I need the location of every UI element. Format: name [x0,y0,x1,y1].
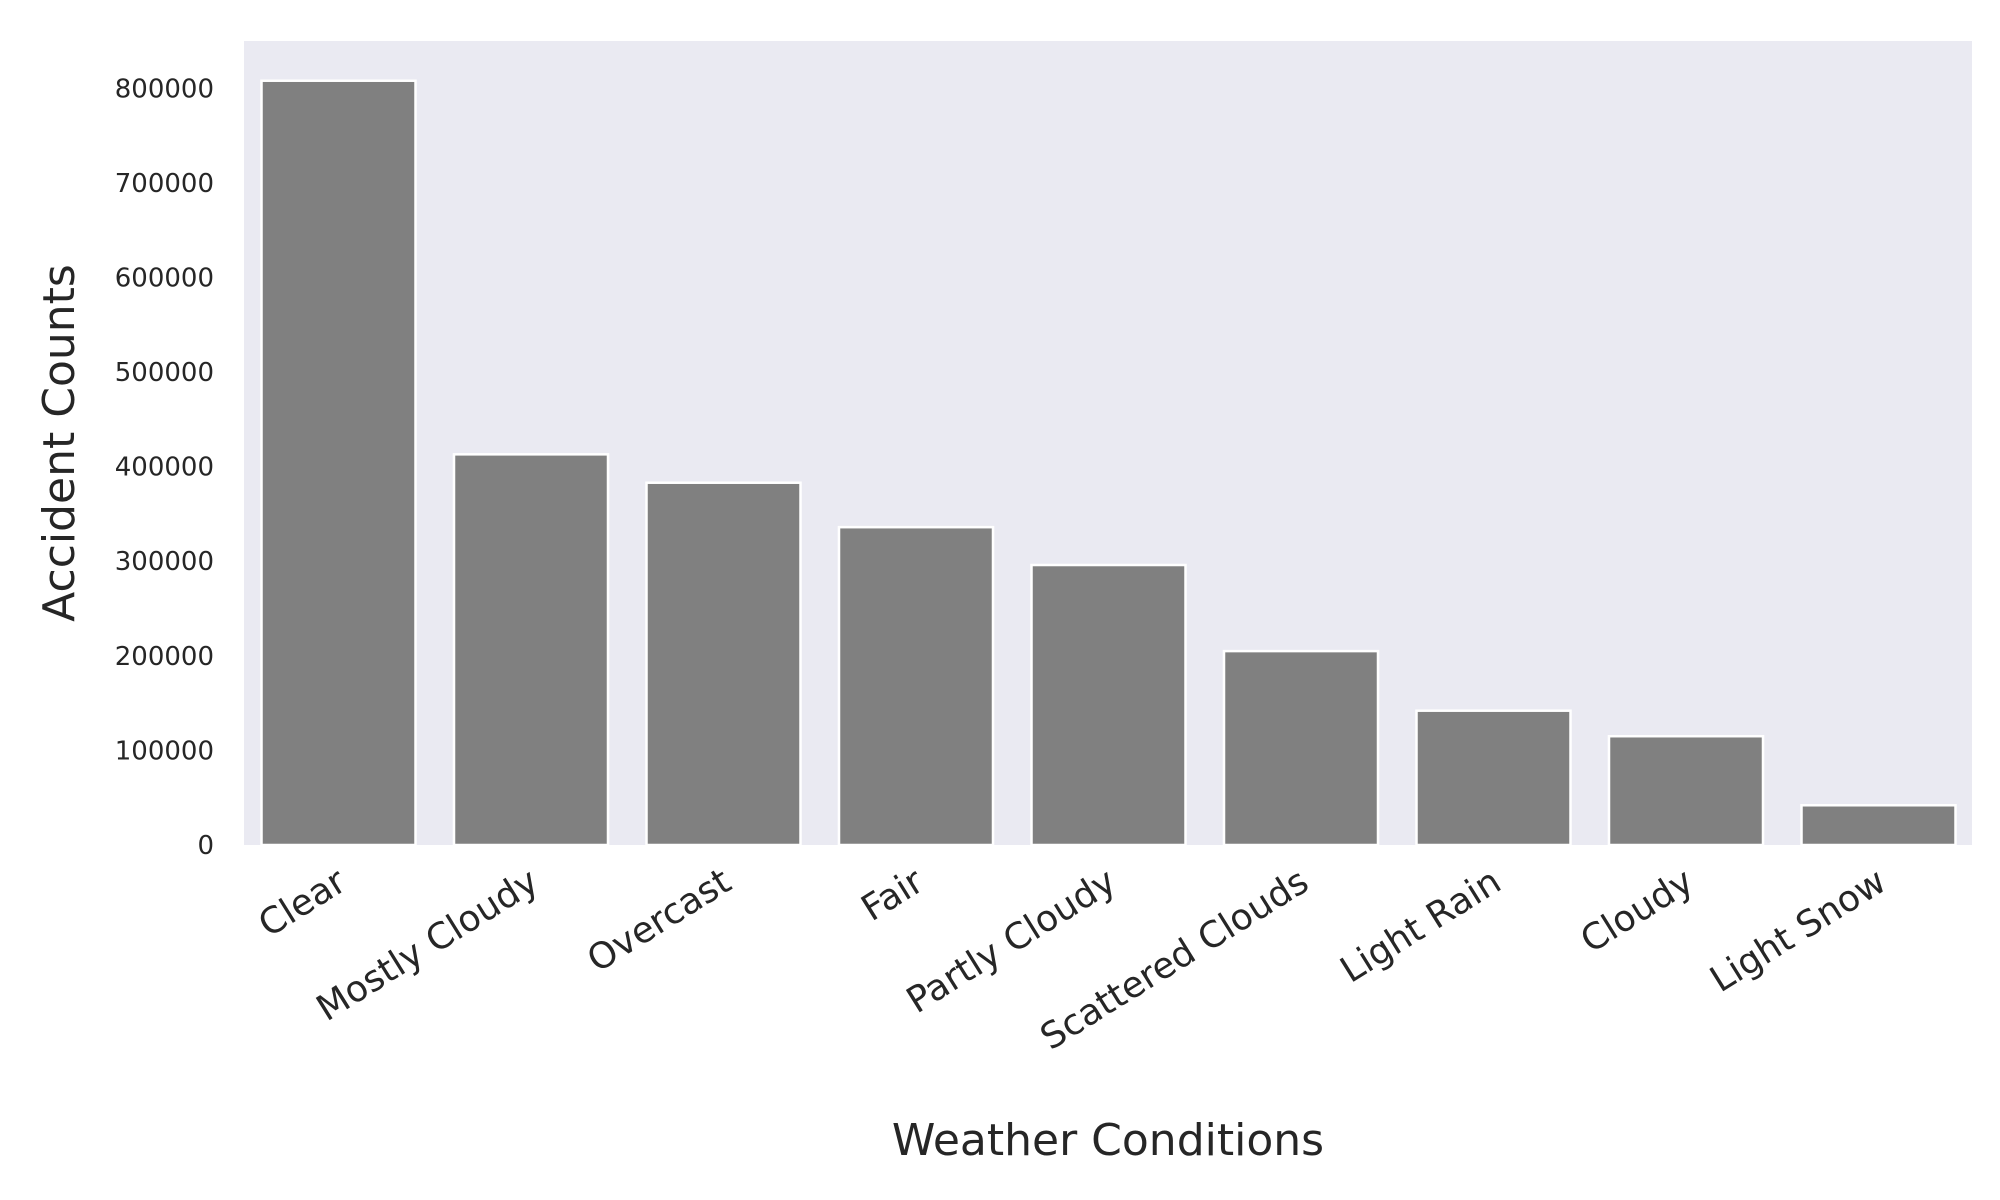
x-tick-label: Cloudy [1574,861,1701,962]
x-tick-label: Light Snow [1703,861,1893,1001]
x-tick-label: Fair [855,861,931,930]
bar-cloudy [1607,734,1765,847]
bar-overcast [645,481,802,847]
y-tick-label: 700000 [115,169,214,199]
x-tick-label: Light Rain [1334,861,1509,991]
bar-fair [837,525,995,847]
y-tick-label: 200000 [115,642,214,672]
bar-clear [260,79,417,847]
bars-group [260,79,1957,847]
bar-light-rain [1415,709,1572,847]
y-tick-label: 100000 [115,736,214,766]
x-axis-title: Weather Conditions [892,1115,1324,1166]
y-tick-label: 500000 [115,358,214,388]
y-tick-label: 300000 [115,547,214,577]
y-axis-ticks: 0 100000 200000 300000 400000 500000 600000 700… [115,74,214,861]
bar-light-snow [1800,804,1957,847]
y-tick-label: 0 [197,831,214,861]
y-tick-label: 600000 [115,263,214,293]
bar-mostly-cloudy [452,453,610,847]
y-tick-label: 400000 [115,453,214,483]
bar-scattered-clouds [1222,649,1380,847]
y-axis-title: Accident Counts [34,264,85,622]
x-tick-label: Clear [252,861,354,946]
x-tick-label: Overcast [580,861,738,981]
y-tick-label: 800000 [115,74,214,104]
bar-partly-cloudy [1030,563,1187,847]
